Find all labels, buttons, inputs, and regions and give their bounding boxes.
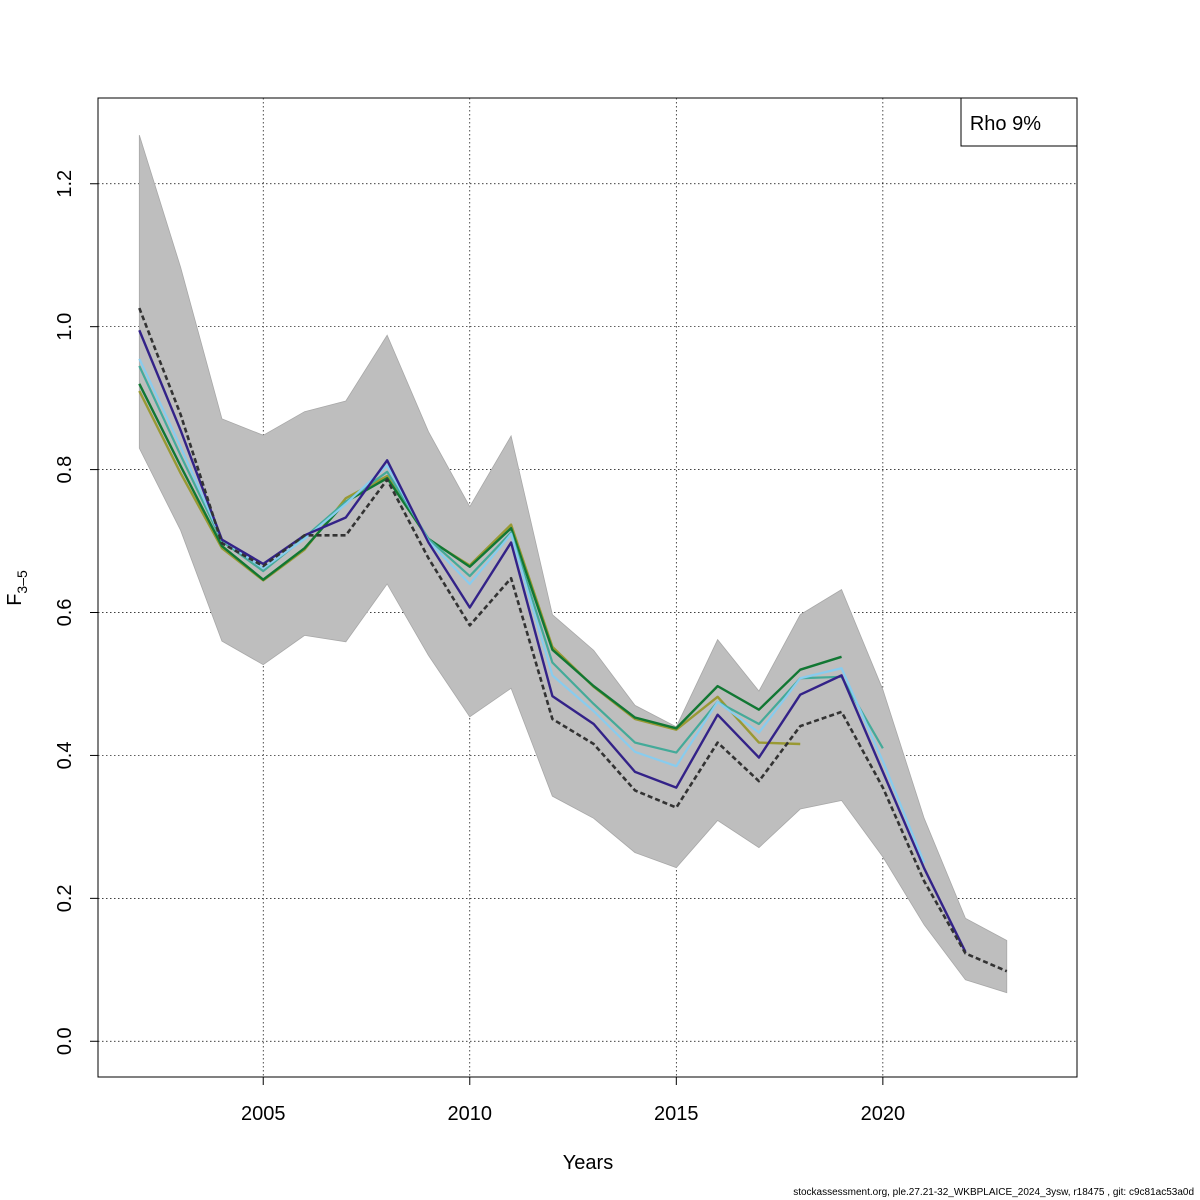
legend-label: Rho 9% (970, 113, 1041, 135)
legend-box (960, 97, 1078, 147)
x-tick-label: 2015 (654, 1103, 699, 1125)
footer-credit: stockassessment.org, ple.27.21-32_WKBPLA… (793, 1187, 1194, 1198)
y-tick-label: 1.2 (54, 170, 76, 198)
confidence-band (138, 135, 1008, 994)
series-line-5 (138, 383, 842, 730)
confidence-band-layer (138, 135, 1008, 994)
x-tick-label: 2020 (861, 1103, 906, 1125)
x-axis: 2005 2010 2015 2020 (241, 1077, 905, 1125)
x-tick-label: 2005 (241, 1103, 286, 1125)
plot-frame (97, 97, 1078, 1078)
y-tick-label: 0.4 (54, 742, 76, 770)
series-line-4 (138, 365, 884, 754)
y-tick-label: 0.2 (54, 884, 76, 912)
y-tick-label: 0.0 (54, 1027, 76, 1055)
series-line-1 (138, 307, 1008, 973)
y-axis: 0.0 0.2 0.4 0.6 0.8 1.0 1.2 (54, 170, 98, 1055)
x-axis-title: Years (563, 1152, 613, 1174)
y-axis-title-main: F (4, 594, 26, 606)
y-tick-label: 0.8 (54, 456, 76, 484)
x-tick-label: 2010 (448, 1103, 493, 1125)
y-axis-title-subscript: 3–5 (14, 570, 30, 594)
y-axis-title: F3–5 (4, 570, 30, 606)
legend: Rho 9% (960, 97, 1078, 147)
series-line-3 (138, 358, 926, 864)
y-tick-label: 1.0 (54, 313, 76, 341)
series-layer (138, 307, 1008, 973)
y-tick-label: 0.6 (54, 599, 76, 627)
